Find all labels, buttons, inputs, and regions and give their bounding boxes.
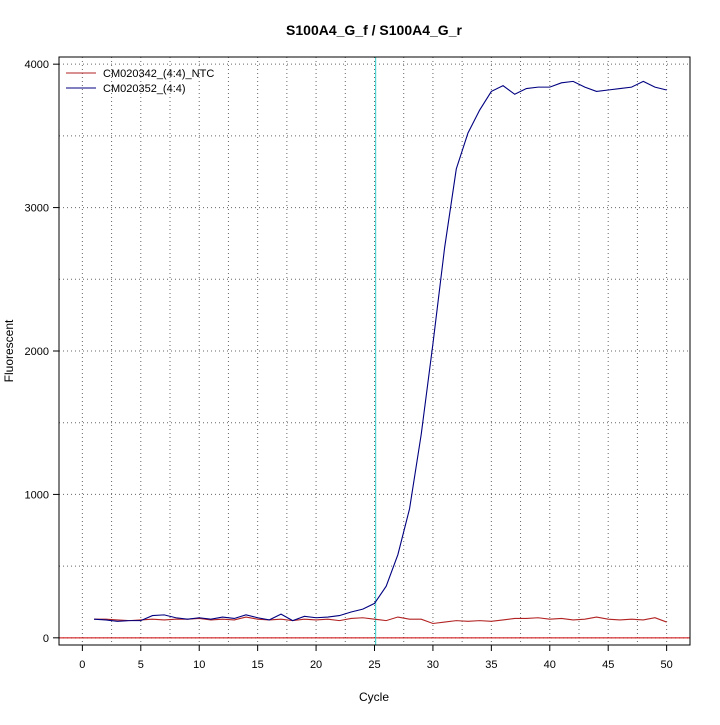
axis-layer: 0 5 10 15 20 25 30 35 40 45 50 0 1000 2000 3000 4000 [25, 59, 673, 671]
plot-frame [58, 56, 691, 646]
series-line-2 [94, 80, 667, 622]
x-tick-label: 45 [602, 659, 614, 671]
y-tick-label: 0 [43, 633, 49, 645]
legend: CM020342_(4:4)_NTC CM020352_(4:4) [66, 68, 214, 95]
legend-label-sample: CM020352_(4:4) [103, 83, 186, 95]
x-tick-label: 0 [79, 659, 85, 671]
legend-label-ntc: CM020342_(4:4)_NTC [103, 68, 214, 80]
marker-layer [59, 57, 690, 645]
x-tick-label: 40 [544, 659, 556, 671]
x-tick-label: 35 [485, 659, 497, 671]
x-tick-label: 20 [310, 659, 322, 671]
y-tick-label: 4000 [25, 59, 49, 71]
y-tick-label: 1000 [25, 489, 49, 501]
y-tick-label: 2000 [25, 346, 49, 358]
x-tick-label: 25 [368, 659, 380, 671]
x-tick-label: 10 [193, 659, 205, 671]
chart-title: S100A4_G_f / S100A4_G_r [286, 22, 462, 38]
y-tick-label: 3000 [25, 203, 49, 215]
x-axis-label: Cycle [359, 690, 389, 704]
y-axis-label: Fluorescent [2, 319, 16, 382]
x-tick-label: 5 [138, 659, 144, 671]
x-tick-label: 50 [661, 659, 673, 671]
series-layer [94, 80, 667, 625]
x-tick-label: 30 [427, 659, 439, 671]
x-tick-label: 15 [252, 659, 264, 671]
